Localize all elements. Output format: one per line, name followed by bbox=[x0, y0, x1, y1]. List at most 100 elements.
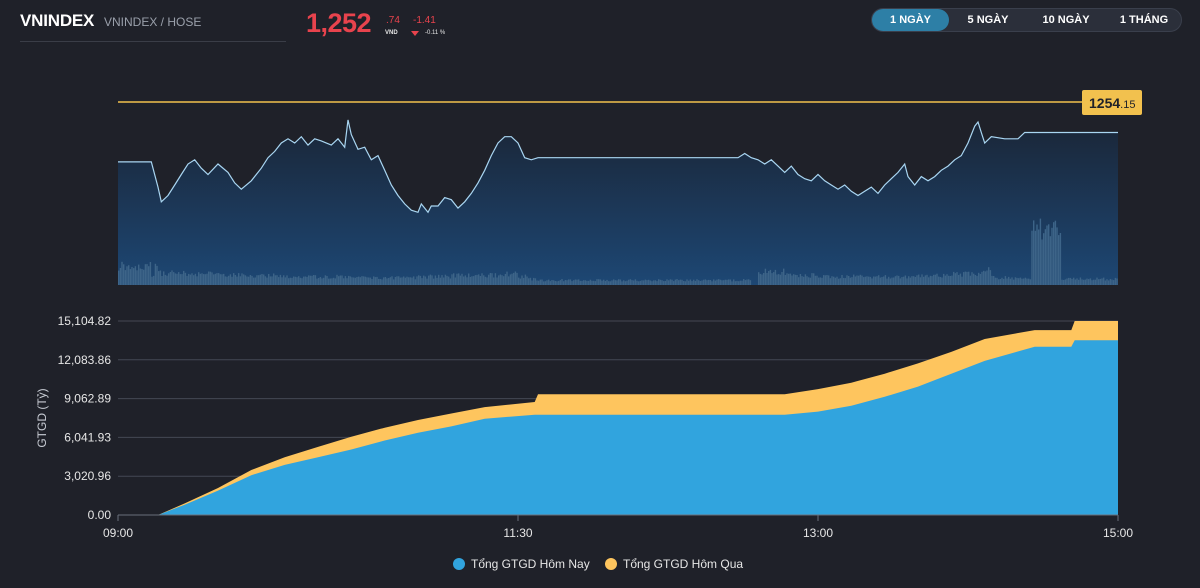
volume-bar bbox=[649, 280, 652, 285]
volume-bar bbox=[1043, 233, 1045, 285]
volume-bar bbox=[923, 276, 925, 285]
volume-bar bbox=[788, 273, 790, 285]
volume-bar bbox=[284, 277, 287, 285]
currency-label: VND bbox=[385, 30, 398, 36]
volume-bar bbox=[254, 277, 257, 285]
volume-bar bbox=[458, 273, 460, 285]
volume-bar bbox=[873, 276, 875, 285]
volume-bar bbox=[206, 273, 208, 285]
volume-bar bbox=[674, 279, 677, 285]
legend-swatch-today bbox=[453, 558, 465, 570]
volume-bar bbox=[549, 281, 552, 285]
volume-bar bbox=[318, 278, 320, 285]
volume-bar bbox=[694, 280, 697, 285]
volume-bar bbox=[329, 278, 332, 285]
volume-bar bbox=[524, 274, 527, 285]
volume-bar bbox=[498, 275, 500, 285]
tab-10-days[interactable]: 10 NGÀY bbox=[1042, 14, 1090, 26]
price-change: -1.41 bbox=[413, 15, 436, 26]
volume-bar bbox=[576, 279, 578, 285]
volume-bar bbox=[383, 277, 385, 285]
volume-bar bbox=[883, 276, 885, 285]
volume-bar bbox=[563, 281, 565, 285]
volume-bar bbox=[1078, 279, 1080, 285]
legend: Tổng GTGD Hôm Nay Tổng GTGD Hôm Qua bbox=[0, 555, 1200, 573]
volume-bar bbox=[446, 275, 448, 285]
volume-bar bbox=[969, 275, 972, 285]
volume-bar bbox=[378, 278, 380, 285]
volume-bar bbox=[1048, 224, 1050, 285]
volume-bar bbox=[464, 275, 467, 285]
volume-bar bbox=[678, 280, 680, 285]
symbol-title: VNINDEX bbox=[20, 11, 95, 30]
volume-bar bbox=[886, 278, 888, 285]
volume-bar bbox=[513, 272, 515, 285]
volume-bar bbox=[596, 279, 598, 285]
volume-bar bbox=[183, 270, 185, 285]
tab-1-month[interactable]: 1 THÁNG bbox=[1119, 14, 1169, 26]
volume-bar bbox=[1064, 279, 1067, 285]
volume-bar bbox=[731, 281, 733, 285]
volume-bar bbox=[871, 278, 873, 285]
tab-5-days[interactable]: 5 NGÀY bbox=[967, 14, 1009, 26]
volume-bar bbox=[194, 273, 197, 285]
volume-bar bbox=[193, 275, 195, 285]
volume-bar bbox=[426, 278, 428, 285]
volume-bar bbox=[439, 277, 442, 285]
volume-bar bbox=[878, 275, 880, 285]
volume-bar bbox=[326, 276, 328, 285]
volume-bar bbox=[838, 278, 840, 285]
volume-bar bbox=[704, 279, 707, 285]
volume-bar bbox=[928, 277, 930, 285]
legend-item-yesterday[interactable]: Tổng GTGD Hôm Qua bbox=[605, 555, 743, 573]
volume-bar bbox=[703, 279, 705, 285]
volume-bar bbox=[1063, 280, 1065, 285]
volume-bar bbox=[493, 277, 495, 285]
volume-bar bbox=[1011, 277, 1013, 285]
volume-bar bbox=[528, 278, 530, 285]
volume-bar bbox=[771, 273, 773, 285]
tab-1-day[interactable]: 1 NGÀY bbox=[872, 9, 949, 31]
volume-bar bbox=[533, 277, 535, 285]
volume-bar bbox=[594, 281, 597, 285]
volume-bar bbox=[173, 272, 175, 285]
volume-bar bbox=[814, 275, 817, 285]
volume-bar bbox=[1086, 278, 1088, 285]
volume-bar bbox=[1009, 278, 1012, 285]
volume-bar bbox=[296, 277, 298, 285]
timeframe-tabs: 1 NGÀY 5 NGÀY 10 NGÀY 1 THÁNG bbox=[871, 8, 1182, 32]
volume-bar bbox=[901, 277, 903, 285]
y-tick-label: 3,020.96 bbox=[64, 469, 111, 483]
volume-bar bbox=[974, 275, 977, 285]
volume-bar bbox=[888, 276, 890, 285]
volume-bar bbox=[746, 279, 748, 285]
volume-bar bbox=[851, 277, 853, 285]
volume-bar bbox=[926, 274, 928, 285]
volume-bar bbox=[816, 275, 818, 285]
volume-bar bbox=[843, 277, 845, 285]
volume-bar bbox=[669, 279, 672, 285]
volume-bar bbox=[834, 277, 837, 285]
legend-item-today[interactable]: Tổng GTGD Hôm Nay bbox=[453, 555, 590, 573]
volume-bar bbox=[401, 277, 403, 285]
volume-bar bbox=[1113, 280, 1115, 285]
volume-bar bbox=[461, 273, 463, 285]
volume-bar bbox=[396, 276, 398, 285]
volume-bar bbox=[959, 273, 962, 285]
volume-bar bbox=[191, 273, 193, 285]
volume-bar bbox=[1033, 220, 1035, 285]
volume-bar bbox=[1103, 277, 1105, 285]
volume-bar bbox=[729, 279, 732, 285]
volume-bar bbox=[624, 281, 627, 285]
volume-bar bbox=[949, 276, 952, 285]
volume-bar bbox=[178, 272, 180, 285]
volume-bar bbox=[244, 275, 247, 285]
volume-bar bbox=[526, 276, 528, 285]
volume-bar bbox=[299, 277, 302, 285]
volume-bar bbox=[916, 275, 918, 285]
volume-bar bbox=[1031, 230, 1033, 285]
volume-bar bbox=[824, 275, 827, 285]
volume-bar bbox=[804, 274, 807, 285]
volume-bar bbox=[978, 272, 980, 285]
volume-bar bbox=[796, 275, 798, 285]
